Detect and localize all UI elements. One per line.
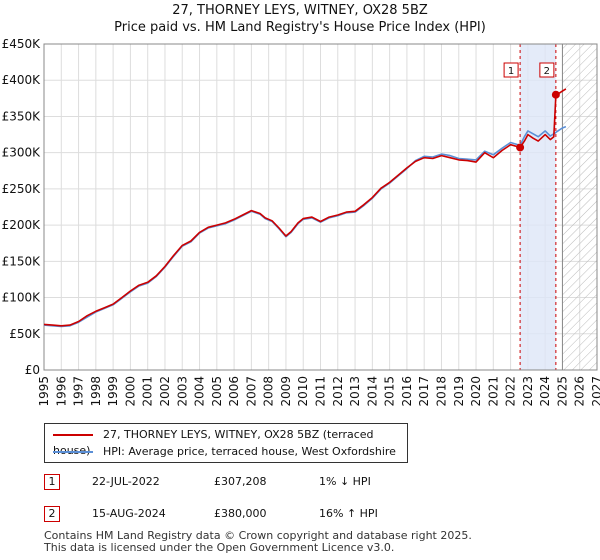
transaction-number-badge: 2: [44, 506, 60, 522]
footer-attribution: Contains HM Land Registry data © Crown c…: [44, 530, 472, 554]
sale-point-marker: [551, 90, 560, 99]
transaction-hpi-diff: 16% ↑ HPI: [319, 507, 378, 520]
hpi-line-swatch: [53, 451, 93, 453]
x-tick-label: 2022: [504, 376, 518, 407]
x-tick-label: 1998: [89, 376, 103, 407]
axes: £0 £50K £100K £150K £200K £250K £300K £350K £400…: [2, 37, 600, 407]
x-tick-label: 2006: [227, 376, 241, 407]
x-tick-label: 2002: [158, 376, 172, 407]
y-tick-label: £50K: [9, 327, 41, 341]
y-tick-label: £100K: [2, 291, 42, 305]
x-tick-label: 2027: [590, 376, 600, 407]
highlight-layer: [519, 44, 597, 370]
sale-point-marker: [516, 143, 525, 152]
y-tick-label: £250K: [2, 182, 42, 196]
transaction-hpi-diff: 1% ↓ HPI: [319, 475, 371, 488]
x-tick-label: 2020: [469, 376, 483, 407]
ownership-period-shade: [520, 44, 556, 370]
x-tick-label: 2023: [521, 376, 535, 407]
price-chart: 27, THORNEY LEYS, WITNEY, OX28 5BZ Price…: [2, 3, 600, 407]
sale-label-box: [503, 62, 519, 78]
legend-price-label: 27, THORNEY LEYS, WITNEY, OX28 5BZ (terr…: [53, 428, 374, 457]
legend-item-price: 27, THORNEY LEYS, WITNEY, OX28 5BZ (terr…: [53, 427, 407, 457]
x-tick-label: 2014: [365, 376, 379, 407]
price-line-swatch: [53, 434, 93, 436]
x-tick-label: 2018: [434, 376, 448, 407]
x-tick-label: 2017: [417, 376, 431, 407]
y-tick-label: £450K: [2, 37, 42, 51]
x-tick-label: 2005: [210, 376, 224, 407]
x-tick-label: 2004: [193, 376, 207, 407]
x-tick-label: 2011: [314, 376, 328, 407]
x-tick-label: 2012: [331, 376, 345, 407]
forecast-hatch: [562, 44, 597, 370]
x-tick-label: 2013: [348, 376, 362, 407]
y-tick-label: £200K: [2, 218, 42, 232]
y-tick-label: £400K: [2, 73, 42, 87]
transaction-row: 1 22-JUL-2022 £307,208 1% ↓ HPI: [44, 472, 464, 494]
x-tick-label: 1995: [37, 376, 51, 407]
x-tick-label: 1999: [106, 376, 120, 407]
transaction-price: £380,000: [214, 507, 267, 520]
legend: 27, THORNEY LEYS, WITNEY, OX28 5BZ (terr…: [44, 423, 408, 463]
chart-subtitle: Price paid vs. HM Land Registry's House …: [114, 20, 486, 35]
legend-hpi-label: HPI: Average price, terraced house, West…: [103, 445, 396, 458]
x-tick-label: 2009: [279, 376, 293, 407]
y-tick-label: £300K: [2, 146, 42, 160]
x-tick-label: 2008: [262, 376, 276, 407]
sale-label-box: [539, 62, 555, 78]
x-tick-label: 2021: [486, 376, 500, 407]
x-tick-label: 2024: [538, 376, 552, 407]
transaction-price: £307,208: [214, 475, 267, 488]
x-tick-label: 1996: [54, 376, 68, 407]
x-tick-label: 2026: [573, 376, 587, 407]
y-tick-label: £150K: [2, 254, 42, 268]
x-tick-label: 2016: [400, 376, 414, 407]
transaction-date: 22-JUL-2022: [92, 475, 160, 488]
y-tick-label: £0: [25, 363, 40, 377]
footer-line-1: Contains HM Land Registry data © Crown c…: [44, 529, 472, 542]
legend-item-hpi: HPI: Average price, terraced house, West…: [53, 444, 396, 460]
chart-title: 27, THORNEY LEYS, WITNEY, OX28 5BZ: [172, 3, 428, 18]
x-tick-label: 2015: [383, 376, 397, 407]
x-tick-label: 2000: [123, 376, 137, 407]
transaction-row: 2 15-AUG-2024 £380,000 16% ↑ HPI: [44, 504, 464, 526]
sale-label-number: 1: [508, 66, 514, 77]
x-tick-label: 2019: [452, 376, 466, 407]
x-tick-label: 2003: [175, 376, 189, 407]
x-tick-label: 2025: [555, 376, 569, 407]
x-tick-label: 2007: [244, 376, 258, 407]
x-tick-label: 2010: [296, 376, 310, 407]
plot-border: [43, 43, 598, 371]
y-tick-label: £350K: [2, 109, 42, 123]
transaction-number-badge: 1: [44, 474, 60, 490]
x-tick-label: 2001: [141, 376, 155, 407]
sale-label-number: 2: [544, 66, 550, 77]
transaction-date: 15-AUG-2024: [92, 507, 166, 520]
x-tick-label: 1997: [72, 376, 86, 407]
footer-line-2: This data is licensed under the Open Gov…: [44, 541, 395, 554]
